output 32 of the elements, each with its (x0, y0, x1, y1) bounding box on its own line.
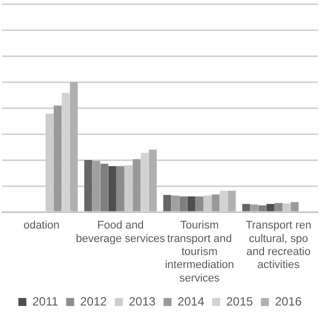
bar (100, 164, 108, 212)
bar (84, 160, 92, 212)
legend-label: 2012 (80, 294, 108, 308)
bar (196, 196, 204, 212)
bar (148, 150, 157, 212)
bar (171, 195, 180, 212)
bar (266, 204, 274, 212)
legend-label: 2013 (128, 294, 156, 308)
x-tick-label: Tourism transport and tourism intermediation services (164, 220, 234, 284)
bar (92, 160, 100, 212)
bar (187, 196, 196, 212)
bar (132, 159, 141, 212)
x-tick-label: Transport ren cultural, spo and recreatio activities (246, 220, 312, 272)
x-tick-label: odation (23, 220, 60, 232)
legend-label: 2014 (178, 294, 205, 308)
bar (290, 202, 299, 212)
legend-label: 2011 (32, 294, 58, 308)
bar (242, 204, 250, 212)
bar (163, 194, 172, 212)
bar (250, 204, 258, 212)
bar (116, 166, 124, 212)
bar (274, 203, 282, 212)
legend-label: 2016 (274, 294, 302, 308)
bar (108, 166, 116, 212)
bar (54, 106, 62, 212)
bar (228, 190, 236, 212)
bar (179, 196, 188, 212)
legend-label: 2015 (226, 294, 254, 308)
bar (70, 82, 78, 212)
x-tick-label: Food and beverage services (76, 220, 166, 245)
bar (212, 194, 220, 212)
bar (258, 205, 266, 212)
